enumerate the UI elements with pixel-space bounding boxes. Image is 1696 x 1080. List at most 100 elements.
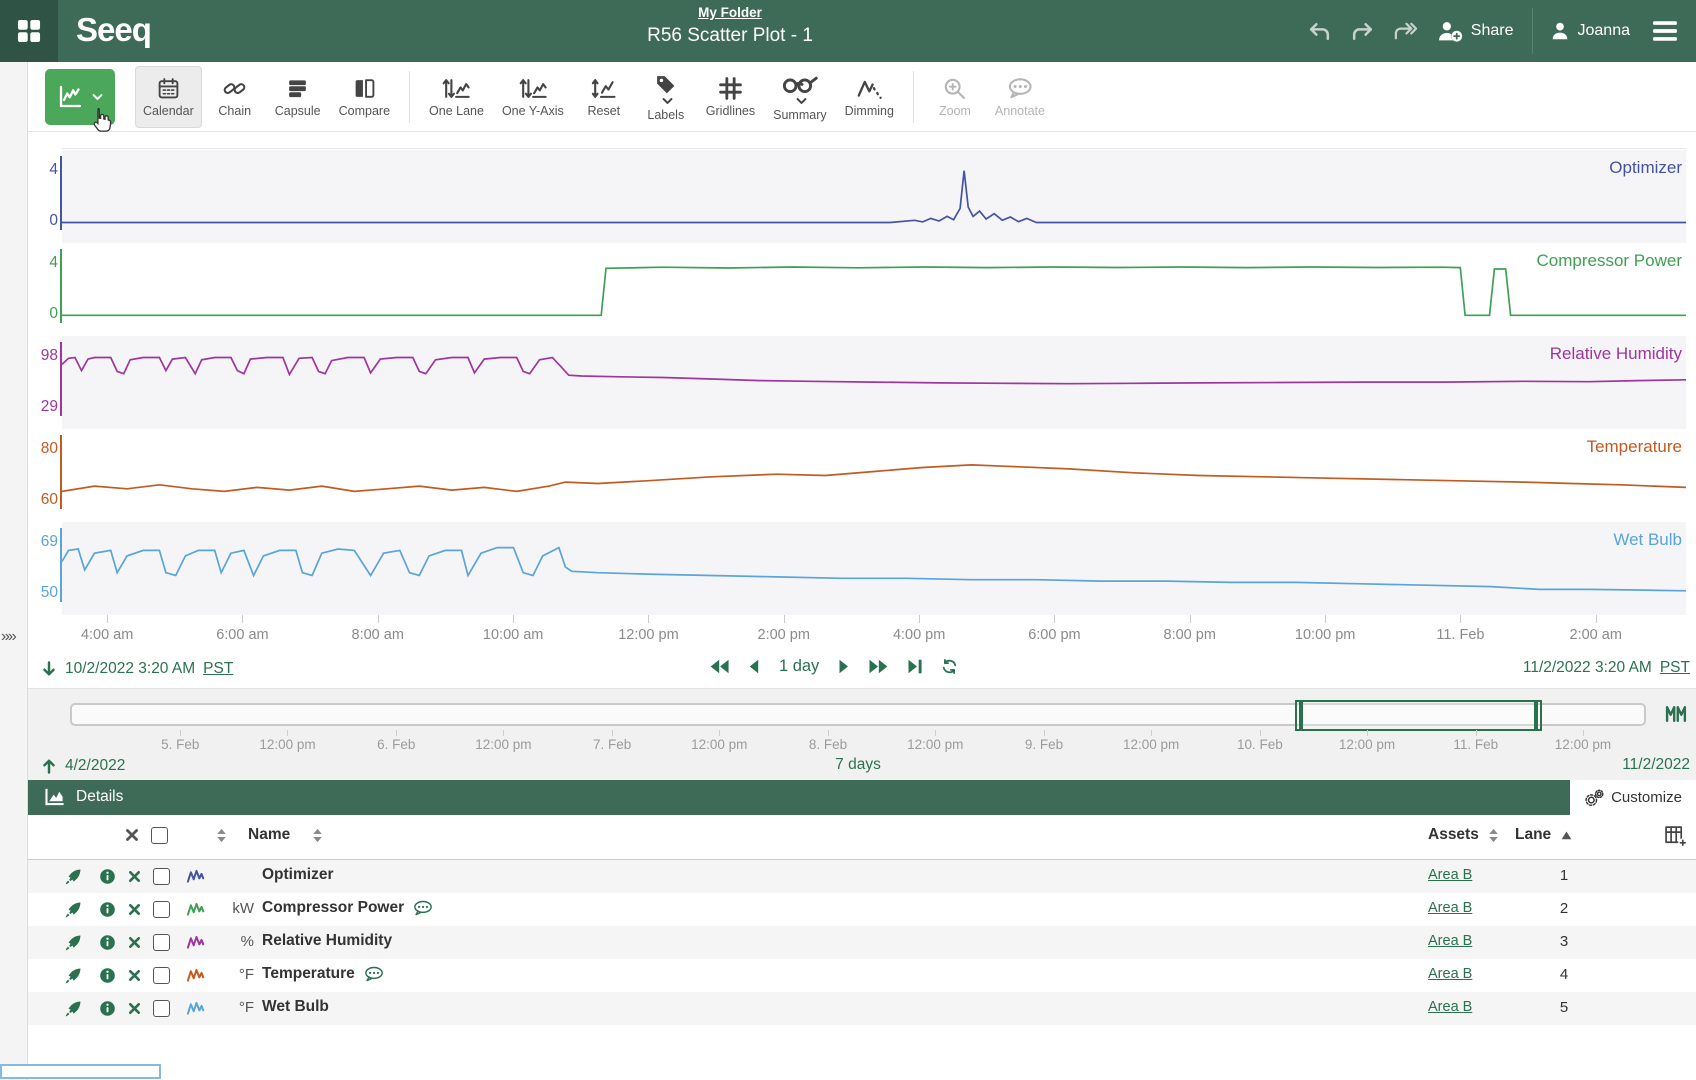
asset-link[interactable]: Area B — [1428, 999, 1473, 1015]
customize-button[interactable]: Customize — [1570, 780, 1696, 815]
y-axis-line[interactable] — [60, 156, 62, 230]
pin-to-display-icon[interactable] — [64, 901, 82, 919]
relative-humidity-trend-line[interactable] — [62, 336, 1686, 429]
pin-to-display-icon[interactable] — [64, 967, 82, 985]
temperature-trend-line[interactable] — [62, 429, 1686, 522]
app-launcher-button[interactable] — [0, 0, 58, 62]
user-menu[interactable]: Joanna — [1549, 20, 1630, 42]
range-end-text[interactable]: 11/2/2022 3:20 AM — [1522, 659, 1652, 676]
lane-label-temperature[interactable]: Temperature — [1586, 437, 1682, 456]
jump-to-start-button[interactable] — [709, 658, 730, 675]
toolbar-button-one-y-axis[interactable]: One Y-Axis — [495, 66, 571, 128]
asset-link[interactable]: Area B — [1428, 966, 1473, 982]
y-axis-line[interactable] — [60, 435, 62, 509]
sort-icon[interactable] — [1488, 828, 1499, 843]
sort-icon[interactable] — [216, 828, 227, 843]
breadcrumb[interactable]: My Folder — [698, 5, 762, 20]
toolbar-button-labels[interactable]: Labels — [637, 66, 695, 128]
fast-forward-button[interactable] — [868, 658, 889, 675]
y-axis-line[interactable] — [60, 342, 62, 416]
toolbar-button-one-lane[interactable]: One Lane — [422, 66, 491, 128]
row-checkbox[interactable] — [153, 934, 170, 951]
timeline-tick-label: 12:00 pm — [259, 737, 316, 752]
timeline-end-date[interactable]: 11/2/2022 — [1622, 756, 1690, 773]
compressor-power-trend-line[interactable] — [62, 243, 1686, 336]
toolbar-button-capsule[interactable]: Capsule — [268, 66, 328, 128]
pin-to-display-icon[interactable] — [64, 934, 82, 952]
step-back-button[interactable] — [748, 658, 760, 675]
share-button[interactable]: Share — [1437, 18, 1514, 45]
signal-name[interactable]: Compressor Power — [262, 899, 433, 917]
annotation-bubble-icon[interactable] — [413, 900, 433, 916]
range-duration[interactable]: 1 day — [778, 657, 820, 675]
remove-icon[interactable] — [128, 936, 141, 949]
row-checkbox[interactable] — [153, 967, 170, 984]
remove-icon[interactable] — [128, 870, 141, 883]
signal-name[interactable]: Temperature — [262, 965, 384, 983]
info-icon[interactable] — [99, 1000, 116, 1017]
y-axis-line[interactable] — [60, 249, 62, 323]
lane-label-relative-humidity[interactable]: Relative Humidity — [1549, 344, 1682, 363]
column-header-lane[interactable]: Lane — [1515, 826, 1552, 843]
timeline-duration[interactable]: 7 days — [835, 756, 881, 773]
signal-name[interactable]: Wet Bulb — [262, 998, 329, 1016]
step-forward-button[interactable] — [838, 658, 850, 675]
optimizer-trend-line[interactable] — [62, 150, 1686, 243]
signal-name[interactable]: Optimizer — [262, 866, 333, 884]
toolbar-button-gridlines[interactable]: Gridlines — [699, 66, 762, 128]
pin-to-display-icon[interactable] — [64, 1000, 82, 1018]
column-header-assets[interactable]: Assets — [1428, 826, 1479, 843]
info-icon[interactable] — [99, 967, 116, 984]
zoomico-icon — [943, 75, 966, 101]
range-start-text[interactable]: 10/2/2022 3:20 AM — [65, 660, 196, 677]
add-column-icon[interactable] — [1664, 824, 1688, 848]
info-icon[interactable] — [99, 934, 116, 951]
toolbar-button-calendar[interactable]: Calendar — [135, 65, 202, 128]
annotation-bubble-icon[interactable] — [364, 966, 384, 982]
remove-icon[interactable] — [128, 903, 141, 916]
timeline-start-date[interactable]: 4/2/2022 — [65, 757, 126, 774]
row-checkbox[interactable] — [153, 901, 170, 918]
refresh-button[interactable] — [941, 658, 958, 675]
timezone-link[interactable]: PST — [203, 660, 234, 677]
sort-icon[interactable] — [312, 828, 323, 843]
select-all-checkbox[interactable] — [151, 827, 168, 844]
jump-to-end-button[interactable] — [907, 658, 923, 675]
signal-name[interactable]: Relative Humidity — [262, 932, 392, 950]
toolbar-button-dimming[interactable]: Dimming — [838, 66, 901, 128]
arrow-down-icon[interactable] — [42, 659, 56, 679]
timeline-signal-icon[interactable] — [1665, 701, 1688, 725]
info-icon[interactable] — [99, 868, 116, 885]
hamburger-menu-icon[interactable] — [1652, 18, 1678, 44]
asset-link[interactable]: Area B — [1428, 867, 1473, 883]
toolbar-button-chain[interactable]: Chain — [206, 66, 264, 128]
forward-icon[interactable] — [1393, 19, 1418, 44]
lane-label-wet-bulb[interactable]: Wet Bulb — [1613, 530, 1682, 549]
wet-bulb-trend-line[interactable] — [62, 522, 1686, 615]
toolbar-button-compare[interactable]: Compare — [332, 66, 397, 128]
remove-all-icon[interactable] — [125, 828, 139, 842]
gears-icon — [1584, 789, 1611, 807]
remove-icon[interactable] — [128, 1002, 141, 1015]
row-checkbox[interactable] — [153, 868, 170, 885]
info-icon[interactable] — [99, 901, 116, 918]
y-axis-line[interactable] — [60, 528, 62, 602]
remove-icon[interactable] — [128, 969, 141, 982]
toolbar-button-summary[interactable]: Summary — [766, 66, 833, 128]
toolbar-button-reset[interactable]: Reset — [575, 66, 633, 128]
column-header-name[interactable]: Name — [248, 826, 291, 843]
row-checkbox[interactable] — [153, 1000, 170, 1017]
expand-panel-chevrons[interactable]: »» — [1, 628, 17, 645]
timeline-selection[interactable] — [1295, 700, 1542, 731]
lane-label-optimizer[interactable]: Optimizer — [1609, 158, 1682, 177]
timeline-bar[interactable] — [70, 700, 1646, 731]
undo-icon[interactable] — [1307, 19, 1332, 44]
timezone-link[interactable]: PST — [1659, 659, 1690, 676]
asset-link[interactable]: Area B — [1428, 900, 1473, 916]
pin-to-display-icon[interactable] — [64, 868, 82, 886]
redo-icon[interactable] — [1350, 19, 1375, 44]
lane-label-compressor-power[interactable]: Compressor Power — [1536, 251, 1683, 270]
arrow-up-icon[interactable] — [42, 756, 56, 776]
sort-ascending-icon[interactable] — [1561, 831, 1572, 840]
asset-link[interactable]: Area B — [1428, 933, 1473, 949]
